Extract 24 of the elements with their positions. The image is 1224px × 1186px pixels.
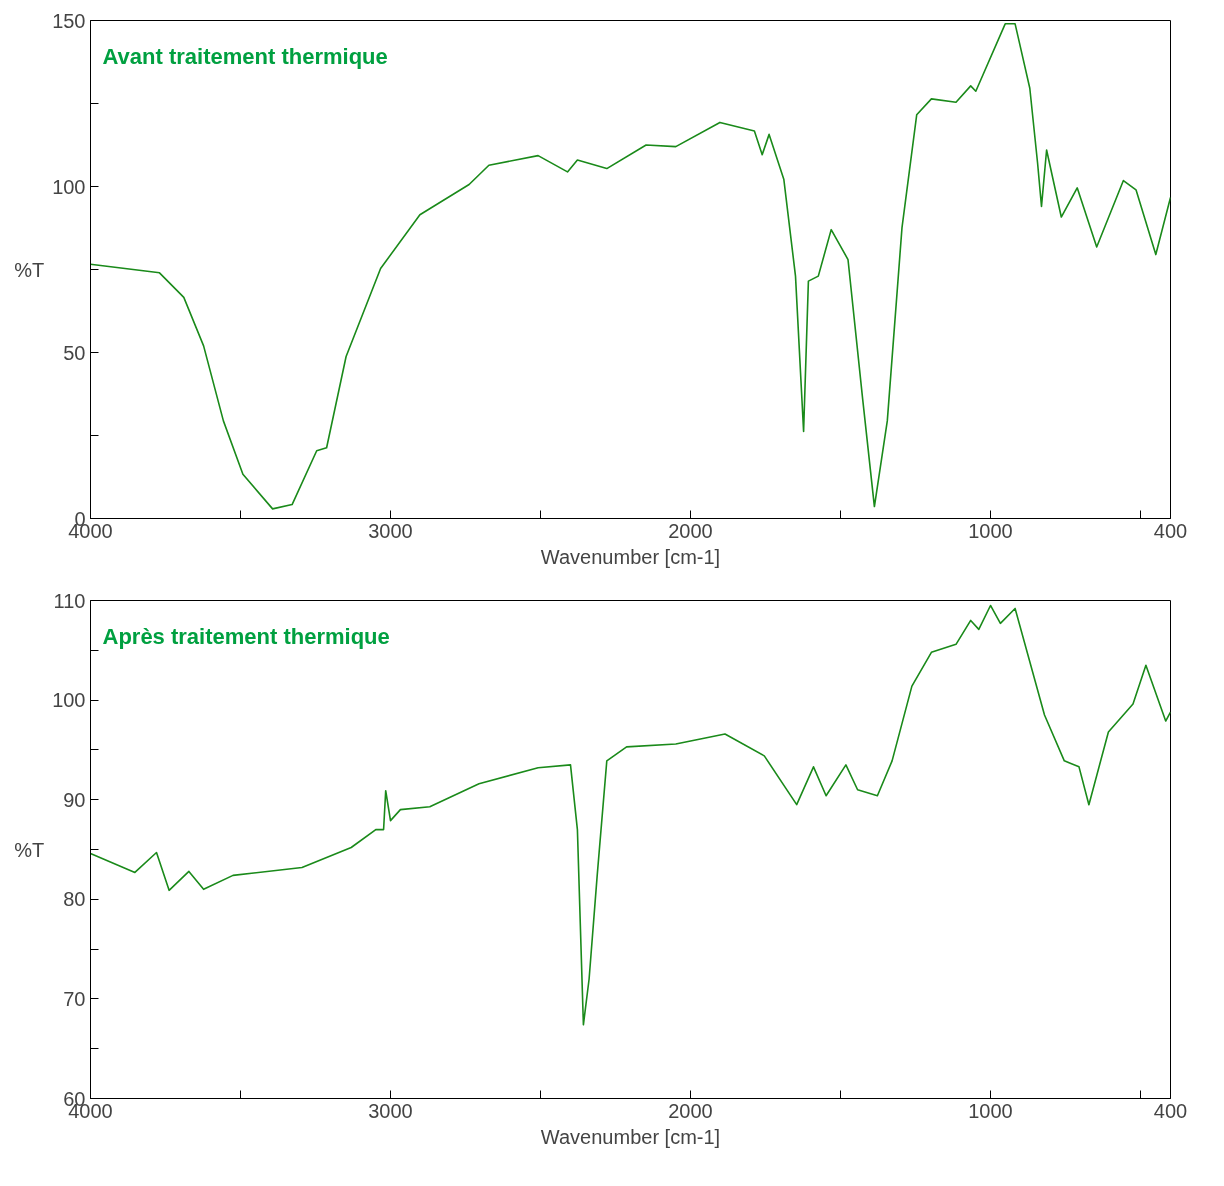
y-axis-title: %T — [14, 838, 45, 861]
y-tick-label: 100 — [52, 689, 86, 712]
x-tick-label: 3000 — [368, 519, 413, 542]
y-tick-label: 110 — [53, 589, 86, 612]
annotation: Après traitement thermique — [102, 623, 390, 649]
y-tick-label: 100 — [52, 175, 86, 198]
x-tick-label: 2000 — [668, 1099, 713, 1122]
line-series — [90, 604, 1171, 1026]
y-tick-label: 70 — [63, 987, 86, 1010]
line-series — [90, 23, 1171, 510]
annotation: Avant traitement thermique — [102, 43, 388, 69]
x-tick-label: 1000 — [968, 519, 1013, 542]
y-tick-label: 90 — [63, 788, 86, 811]
x-axis-title: Wavenumber [cm-1] — [540, 1125, 721, 1148]
x-tick-label: 400 — [1153, 1099, 1188, 1122]
y-tick-label: 150 — [52, 9, 86, 32]
x-tick-label: 3000 — [368, 1099, 413, 1122]
x-tick-label: 2000 — [668, 519, 713, 542]
x-tick-label: 400 — [1153, 519, 1188, 542]
y-axis-title: %T — [14, 258, 45, 281]
y-tick-label: 80 — [63, 888, 86, 911]
x-tick-label: 1000 — [968, 1099, 1013, 1122]
y-tick-label: 50 — [63, 341, 86, 364]
x-axis-title: Wavenumber [cm-1] — [540, 545, 721, 568]
